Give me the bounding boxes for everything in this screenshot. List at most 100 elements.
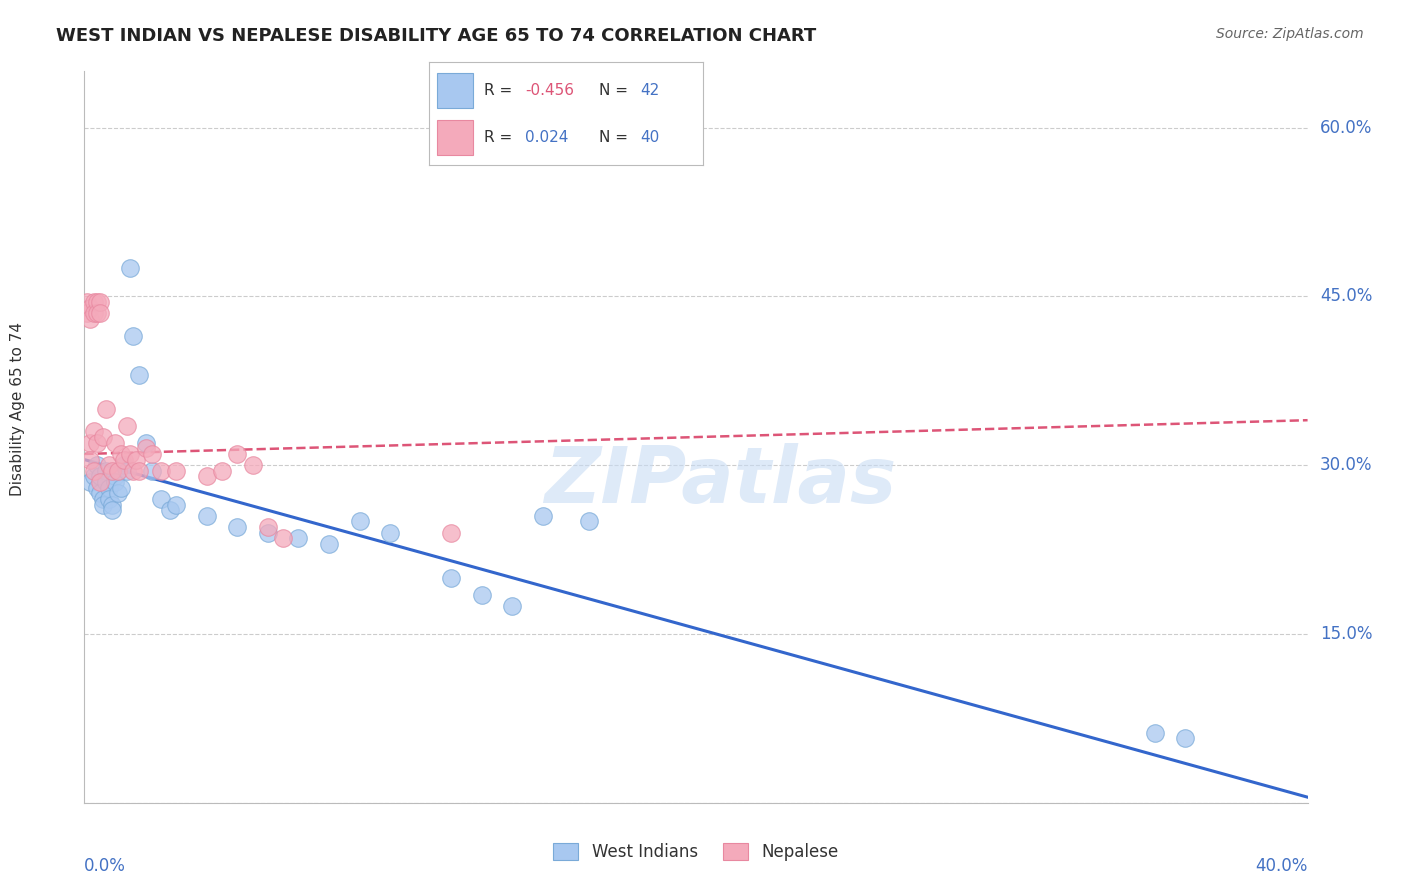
Point — [89, 295, 111, 310]
Text: R =: R = — [484, 130, 517, 145]
Point — [89, 469, 111, 483]
Point — [101, 498, 124, 512]
Text: 42: 42 — [640, 83, 659, 97]
Point — [104, 435, 127, 450]
Point — [83, 425, 105, 439]
Point — [122, 464, 145, 478]
Point — [110, 481, 132, 495]
Point — [83, 464, 105, 478]
Text: 15.0%: 15.0% — [1320, 625, 1372, 643]
Point — [115, 418, 138, 433]
Point — [86, 481, 108, 495]
Point — [135, 442, 157, 456]
Point — [1174, 731, 1197, 745]
Text: 40.0%: 40.0% — [1256, 857, 1308, 875]
Text: Disability Age 65 to 74: Disability Age 65 to 74 — [10, 322, 24, 496]
Point — [318, 537, 340, 551]
Text: 0.0%: 0.0% — [84, 857, 127, 875]
Point — [91, 498, 114, 512]
Point — [110, 447, 132, 461]
Point — [104, 475, 127, 489]
Point — [76, 295, 98, 310]
Point — [502, 599, 524, 613]
Point — [125, 452, 148, 467]
Text: -0.456: -0.456 — [524, 83, 574, 97]
Point — [128, 368, 150, 383]
Point — [89, 486, 111, 500]
Point — [440, 525, 463, 540]
Text: 60.0%: 60.0% — [1320, 119, 1372, 136]
Point — [115, 464, 138, 478]
Point — [159, 503, 181, 517]
Text: 40: 40 — [640, 130, 659, 145]
Point — [107, 464, 129, 478]
Point — [195, 508, 218, 523]
Point — [471, 588, 494, 602]
Point — [83, 306, 105, 320]
Point — [97, 481, 120, 495]
Text: R =: R = — [484, 83, 517, 97]
Point — [578, 515, 600, 529]
Point — [165, 464, 187, 478]
Point — [86, 435, 108, 450]
Text: 45.0%: 45.0% — [1320, 287, 1372, 305]
Point — [107, 486, 129, 500]
Point — [120, 261, 142, 276]
Text: 30.0%: 30.0% — [1320, 456, 1372, 475]
Point — [94, 464, 117, 478]
Point — [287, 532, 309, 546]
Point — [128, 464, 150, 478]
Point — [79, 312, 101, 326]
Point — [120, 447, 142, 461]
Point — [86, 295, 108, 310]
Text: ZIPatlas: ZIPatlas — [544, 443, 897, 519]
Point — [89, 475, 111, 489]
Point — [112, 452, 135, 467]
Text: Source: ZipAtlas.com: Source: ZipAtlas.com — [1216, 27, 1364, 41]
Text: N =: N = — [599, 83, 633, 97]
Point — [91, 430, 114, 444]
Point — [257, 520, 280, 534]
FancyBboxPatch shape — [437, 120, 472, 155]
Point — [94, 401, 117, 416]
Text: N =: N = — [599, 130, 633, 145]
Point — [83, 295, 105, 310]
Point — [149, 491, 172, 506]
Point — [101, 503, 124, 517]
Point — [271, 532, 294, 546]
Point — [79, 435, 101, 450]
Point — [349, 515, 371, 529]
Point — [149, 464, 172, 478]
Point — [112, 458, 135, 473]
Point — [440, 571, 463, 585]
FancyBboxPatch shape — [437, 73, 472, 108]
Point — [86, 458, 108, 473]
Point — [165, 498, 187, 512]
Point — [89, 306, 111, 320]
Point — [135, 435, 157, 450]
Text: WEST INDIAN VS NEPALESE DISABILITY AGE 65 TO 74 CORRELATION CHART: WEST INDIAN VS NEPALESE DISABILITY AGE 6… — [56, 27, 817, 45]
Point — [141, 447, 163, 461]
Point — [531, 508, 554, 523]
Point — [226, 447, 249, 461]
Text: 0.024: 0.024 — [524, 130, 568, 145]
Point — [226, 520, 249, 534]
Point — [104, 469, 127, 483]
Point — [211, 464, 233, 478]
Point — [97, 491, 120, 506]
Point — [86, 306, 108, 320]
Point — [97, 458, 120, 473]
Point — [141, 464, 163, 478]
Point — [122, 328, 145, 343]
Point — [380, 525, 402, 540]
Point — [94, 475, 117, 489]
Legend: West Indians, Nepalese: West Indians, Nepalese — [547, 836, 845, 868]
Point — [91, 491, 114, 506]
Point — [79, 301, 101, 315]
Point — [79, 475, 101, 489]
Point — [1143, 726, 1166, 740]
Point — [257, 525, 280, 540]
Point — [76, 306, 98, 320]
Point — [83, 469, 105, 483]
Point — [242, 458, 264, 473]
